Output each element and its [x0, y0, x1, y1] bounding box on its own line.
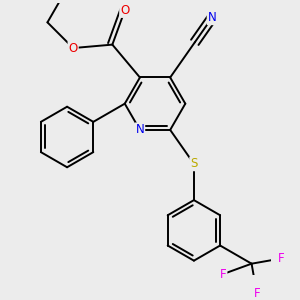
Text: S: S [190, 157, 198, 170]
Text: N: N [136, 123, 144, 136]
Text: O: O [68, 41, 78, 55]
Text: F: F [220, 268, 226, 281]
Text: O: O [120, 4, 129, 17]
Text: N: N [208, 11, 216, 24]
Text: F: F [254, 287, 260, 300]
Text: F: F [278, 252, 285, 265]
